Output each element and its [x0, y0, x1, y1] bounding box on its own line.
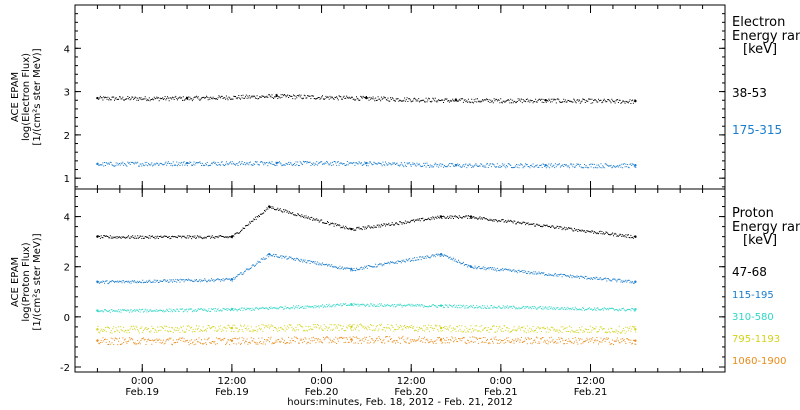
electron-ylabel: ACE EPAM log(Electron Flux) [1/(cm²s ste…: [10, 48, 43, 145]
x-tick-label-date: Feb.21: [484, 387, 518, 398]
series-scatter: [97, 160, 637, 169]
legend-entry: 795-1193: [732, 334, 780, 345]
legend-entry: 175-315: [732, 123, 782, 137]
proton-legend-title-line3: [keV]: [743, 233, 777, 248]
proton-legend-title: Proton Energy range [keV]: [732, 206, 800, 248]
data-point: [350, 268, 353, 271]
series-scatter: [97, 206, 637, 240]
proton-ylabel-line3: [1/(cm²s ster MeV)]: [32, 233, 43, 330]
x-tick-label-date: Feb.20: [305, 387, 339, 398]
x-tick-label-date: Feb.19: [215, 387, 249, 398]
data-point: [634, 328, 637, 331]
series-scatter: [97, 323, 637, 334]
y-tick-label: 4: [64, 44, 70, 55]
legend-entry: 1060-1900: [732, 356, 787, 367]
series-scatter: [97, 253, 637, 285]
y-tick-label: 0: [64, 313, 70, 324]
y-tick-label: 3: [64, 88, 70, 99]
y-tick-label: 1: [64, 174, 70, 185]
electron-ylabel-line3: [1/(cm²s ster MeV)]: [32, 48, 43, 145]
x-tick-label-time: 12:00: [217, 376, 246, 387]
electron-legend-title-line2: Energy range: [732, 29, 800, 44]
x-tick-label-time: 12:00: [576, 376, 605, 387]
x-axis-title: hours:minutes, Feb. 18, 2012 - Feb. 21, …: [287, 397, 512, 408]
data-point: [634, 339, 637, 342]
proton-legend-title-line1: Proton: [732, 206, 774, 221]
legend-entry: 115-195: [732, 290, 774, 301]
y-tick-label: 4: [64, 213, 70, 224]
electron-legend-title: Electron Energy range [keV]: [732, 15, 800, 57]
proton-ylabel-line1: ACE EPAM: [10, 257, 21, 307]
data-point: [634, 163, 637, 167]
x-tick-label-time: 0:00: [310, 376, 332, 387]
electron-ylabel-line2: log(Electron Flux): [21, 53, 32, 141]
proton-panel-frame: [74, 188, 726, 373]
data-point: [469, 215, 473, 218]
data-point: [275, 94, 278, 98]
x-tick-label-time: 0:00: [131, 376, 153, 387]
y-tick-label: -2: [60, 363, 70, 374]
x-tick-label-date: Feb.19: [125, 387, 159, 398]
y-tick-label: 2: [64, 263, 70, 274]
legend-entry: 47-68: [732, 265, 767, 279]
x-tick-label-time: 0:00: [490, 376, 512, 387]
series-scatter: [97, 302, 637, 313]
x-tick-label-time: 12:00: [397, 376, 426, 387]
electron-ylabel-line1: ACE EPAM: [10, 72, 21, 122]
chart-marks: 0:00Feb.1912:00Feb.190:00Feb.2012:00Feb.…: [60, 5, 787, 398]
data-point: [96, 328, 99, 331]
legend-entry: 38-53: [732, 86, 767, 100]
electron-legend-title-line3: [keV]: [743, 42, 777, 57]
proton-ylabel-line2: log(Proton Flux): [21, 242, 32, 321]
proton-legend-title-line2: Energy range: [732, 220, 800, 235]
x-tick-label-date: Feb.20: [394, 387, 428, 398]
proton-ylabel: ACE EPAM log(Proton Flux) [1/(cm²s ster …: [10, 233, 43, 330]
data-point: [350, 325, 353, 329]
y-tick-label: 2: [64, 131, 70, 142]
x-tick-label-date: Feb.21: [574, 387, 608, 398]
electron-legend-title-line1: Electron: [732, 15, 785, 30]
series-scatter: [97, 335, 637, 346]
legend-entry: 310-580: [732, 312, 774, 323]
